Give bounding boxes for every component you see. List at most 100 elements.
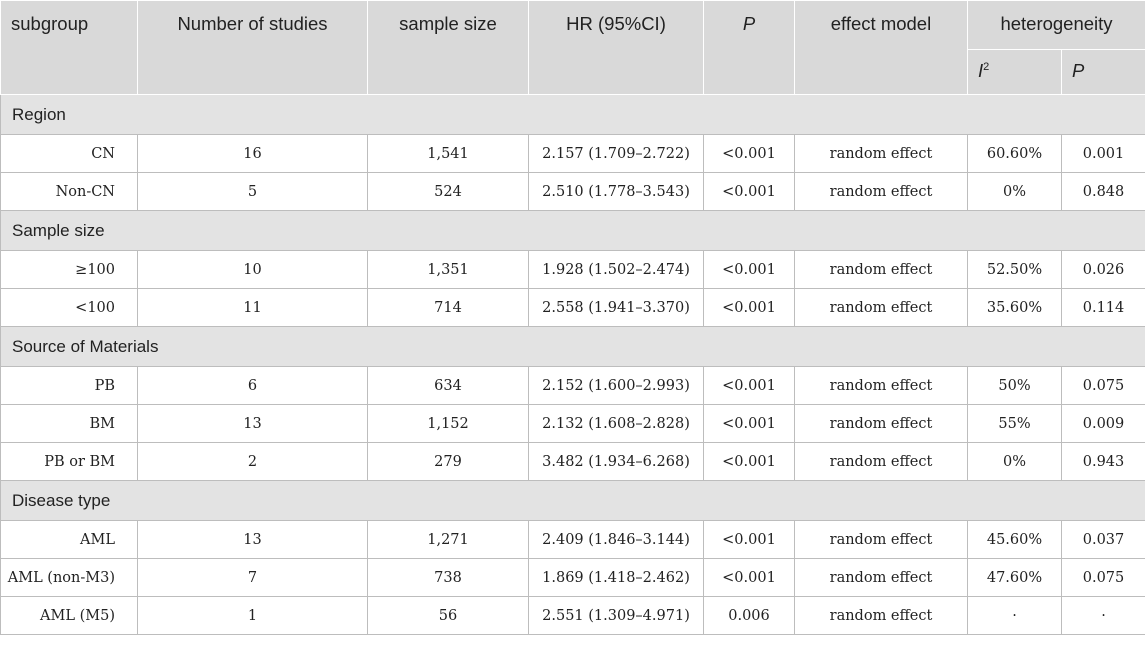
cell-sample-size: 1,271 [367, 520, 529, 559]
cell-het-p: 0.001 [1061, 134, 1145, 173]
cell-model: random effect [794, 366, 968, 405]
cell-subgroup: PB or BM [0, 442, 138, 481]
col-i2: I2 [967, 49, 1062, 95]
cell-hr: 1.928 (1.502–2.474) [528, 250, 704, 289]
cell-i2: 50% [967, 366, 1062, 405]
cell-het-p: 0.009 [1061, 404, 1145, 443]
cell-studies: 7 [137, 558, 368, 597]
group-label: Disease type [0, 480, 1145, 521]
cell-studies: 2 [137, 442, 368, 481]
cell-model: random effect [794, 596, 968, 635]
cell-i2: 47.60% [967, 558, 1062, 597]
cell-i2: 35.60% [967, 288, 1062, 327]
cell-p: <0.001 [703, 404, 795, 443]
cell-p: <0.001 [703, 520, 795, 559]
cell-sample-size: 738 [367, 558, 529, 597]
cell-p: <0.001 [703, 442, 795, 481]
cell-hr: 1.869 (1.418–2.462) [528, 558, 704, 597]
cell-het-p: 0.943 [1061, 442, 1145, 481]
cell-model: random effect [794, 442, 968, 481]
cell-p: 0.006 [703, 596, 795, 635]
cell-i2: 55% [967, 404, 1062, 443]
cell-model: random effect [794, 404, 968, 443]
cell-p: <0.001 [703, 172, 795, 211]
cell-hr: 2.551 (1.309–4.971) [528, 596, 704, 635]
table-row: <100 11 714 2.558 (1.941–3.370) <0.001 random… [0, 288, 1145, 327]
cell-het-p: 0.075 [1061, 558, 1145, 597]
table-row: PB or BM 2 279 3.482 (1.934–6.268) <0.001 ran… [0, 442, 1145, 481]
cell-studies: 16 [137, 134, 368, 173]
col-effect-model: effect model [794, 0, 968, 95]
cell-model: random effect [794, 558, 968, 597]
cell-studies: 11 [137, 288, 368, 327]
col-number-of-studies: Number of studies [137, 0, 368, 95]
cell-i2: 60.60% [967, 134, 1062, 173]
cell-hr: 2.510 (1.778–3.543) [528, 172, 704, 211]
cell-p: <0.001 [703, 134, 795, 173]
cell-sample-size: 56 [367, 596, 529, 635]
table-row: PB 6 634 2.152 (1.600–2.993) <0.001 random ef… [0, 366, 1145, 405]
table-row: BM 13 1,152 2.132 (1.608–2.828) <0.001 random… [0, 404, 1145, 443]
col-subgroup: subgroup [0, 0, 138, 95]
cell-hr: 2.558 (1.941–3.370) [528, 288, 704, 327]
i2-letter: I [978, 60, 984, 81]
cell-hr: 3.482 (1.934–6.268) [528, 442, 704, 481]
cell-subgroup: ≥100 [0, 250, 138, 289]
cell-sample-size: 279 [367, 442, 529, 481]
cell-p: <0.001 [703, 288, 795, 327]
cell-studies: 6 [137, 366, 368, 405]
cell-hr: 2.157 (1.709–2.722) [528, 134, 704, 173]
cell-studies: 10 [137, 250, 368, 289]
group-label: Region [0, 94, 1145, 135]
table-body: Region CN 16 1,541 2.157 (1.709–2.722) <0.001… [0, 94, 1145, 635]
col-sample-size: sample size [367, 0, 529, 95]
col-heterogeneity-p: P [1061, 49, 1145, 95]
cell-hr: 2.152 (1.600–2.993) [528, 366, 704, 405]
cell-i2: 45.60% [967, 520, 1062, 559]
cell-studies: 13 [137, 404, 368, 443]
group-header-row: Sample size [0, 210, 1145, 251]
cell-i2: · [967, 596, 1062, 635]
i2-superscript: 2 [983, 60, 990, 73]
cell-i2: 52.50% [967, 250, 1062, 289]
cell-studies: 13 [137, 520, 368, 559]
cell-het-p: · [1061, 596, 1145, 635]
cell-hr: 2.132 (1.608–2.828) [528, 404, 704, 443]
cell-het-p: 0.037 [1061, 520, 1145, 559]
cell-studies: 5 [137, 172, 368, 211]
group-label: Sample size [0, 210, 1145, 251]
cell-model: random effect [794, 520, 968, 559]
group-header-row: Disease type [0, 480, 1145, 521]
cell-subgroup: CN [0, 134, 138, 173]
cell-p: <0.001 [703, 250, 795, 289]
cell-het-p: 0.075 [1061, 366, 1145, 405]
cell-sample-size: 1,351 [367, 250, 529, 289]
cell-sample-size: 634 [367, 366, 529, 405]
cell-sample-size: 1,541 [367, 134, 529, 173]
col-hr: HR (95%CI) [528, 0, 704, 95]
cell-subgroup: Non-CN [0, 172, 138, 211]
cell-studies: 1 [137, 596, 368, 635]
cell-model: random effect [794, 250, 968, 289]
cell-subgroup: AML [0, 520, 138, 559]
table-row: CN 16 1,541 2.157 (1.709–2.722) <0.001 random… [0, 134, 1145, 173]
cell-sample-size: 1,152 [367, 404, 529, 443]
cell-model: random effect [794, 288, 968, 327]
table-row: AML (non-M3) 7 738 1.869 (1.418–2.462) <0.00… [0, 558, 1145, 597]
cell-p: <0.001 [703, 366, 795, 405]
cell-subgroup: BM [0, 404, 138, 443]
cell-sample-size: 524 [367, 172, 529, 211]
table-row: Non-CN 5 524 2.510 (1.778–3.543) <0.001 rando… [0, 172, 1145, 211]
cell-sample-size: 714 [367, 288, 529, 327]
col-p: P [703, 0, 795, 95]
cell-p: <0.001 [703, 558, 795, 597]
cell-model: random effect [794, 134, 968, 173]
group-header-row: Source of Materials [0, 326, 1145, 367]
cell-het-p: 0.114 [1061, 288, 1145, 327]
table-row: ≥100 10 1,351 1.928 (1.502–2.474) <0.001 rand… [0, 250, 1145, 289]
table-header: subgroup Number of studies sample size H… [0, 0, 1145, 95]
cell-subgroup: <100 [0, 288, 138, 327]
table-row: AML 13 1,271 2.409 (1.846–3.144) <0.001 rando… [0, 520, 1145, 559]
cell-subgroup: AML (M5) [0, 596, 138, 635]
